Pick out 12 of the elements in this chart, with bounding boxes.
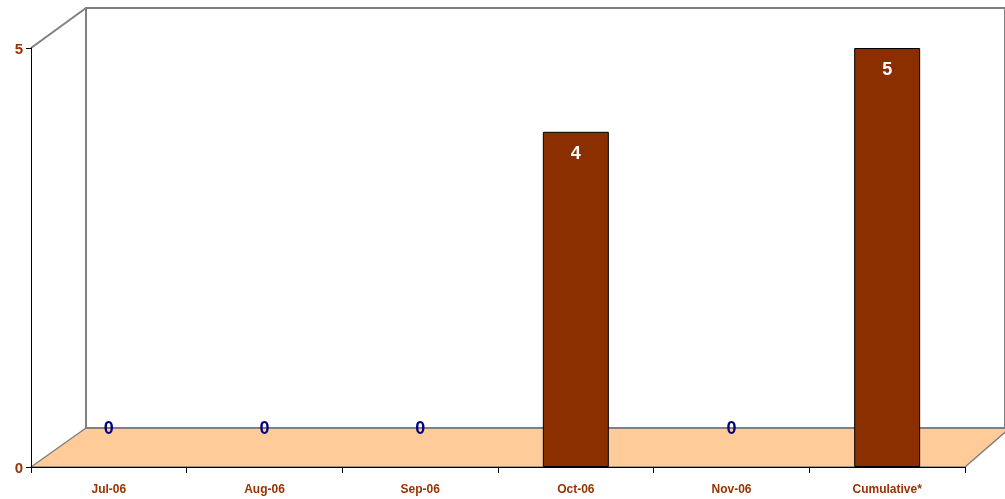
data-label: 0	[103, 418, 114, 438]
data-label: 5	[882, 59, 893, 79]
x-tick-label: Nov-06	[711, 482, 752, 496]
data-label: 0	[726, 418, 737, 438]
x-tick-label: Sep-06	[400, 482, 441, 496]
data-label: 4	[570, 142, 581, 163]
x-tick-label: Aug-06	[244, 482, 286, 496]
x-tick-label: Oct-06	[557, 482, 595, 496]
data-label: 0	[415, 418, 426, 438]
x-tick-label: Jul-06	[91, 482, 127, 496]
x-tick-label: Cumulative*	[852, 482, 923, 496]
data-label: 0	[259, 418, 270, 438]
